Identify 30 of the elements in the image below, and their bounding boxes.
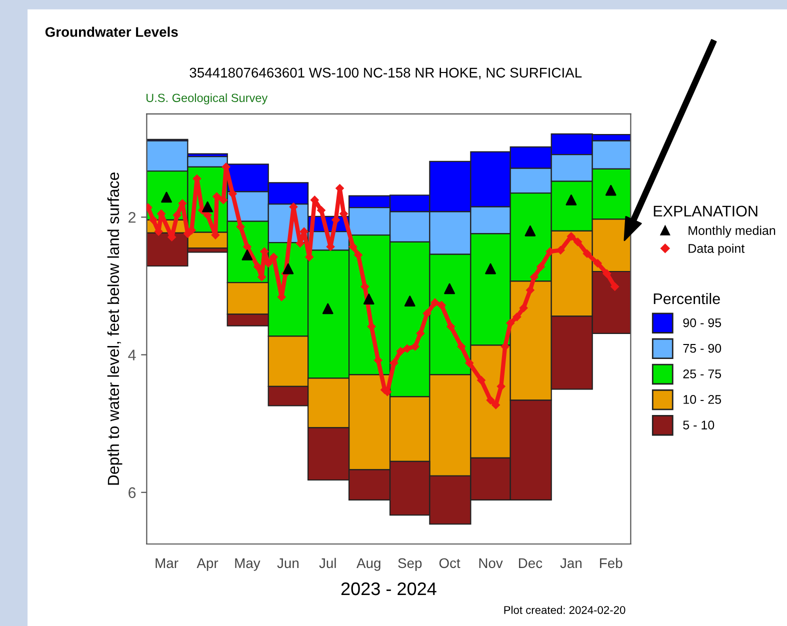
legend-label: 10 - 25: [684, 395, 722, 404]
y-axis-title: Depth to water level, feet below land surface: [107, 172, 122, 485]
y-tick-label: 6: [128, 487, 136, 498]
legend-label: Data point: [688, 244, 745, 256]
chart-subtitle: 354418076463601 WS-100 NC-158 NR HOKE, NC SURFICIAL: [190, 68, 582, 80]
x-tick-label: Apr: [196, 558, 218, 571]
chart-title: Groundwater Levels: [45, 26, 178, 37]
x-tick-label: Nov: [479, 558, 503, 568]
text: U.S. Geological Survey: [146, 93, 268, 104]
x-tick-label: Oct: [439, 558, 460, 568]
x-tick-label: Sep: [398, 558, 422, 571]
legend-label: 25 - 75: [683, 369, 722, 378]
text: Percentile: [654, 292, 720, 304]
legend-label: 75 - 90: [683, 344, 722, 353]
x-tick-label: Jun: [277, 558, 298, 568]
x-tick-label: Jan: [560, 558, 582, 568]
legend-label: 90 - 95: [683, 318, 722, 328]
x-tick-label: Jul: [319, 558, 336, 568]
legend-label: Monthly median: [688, 226, 776, 238]
x-tick-label: Mar: [156, 558, 178, 568]
x-tick-label: May: [235, 558, 260, 571]
x-tick-label: Feb: [600, 558, 622, 568]
text: Plot created: 2024-02-20: [504, 606, 626, 614]
legend-title: EXPLANATION: [654, 206, 758, 217]
legend-label: 5 - 10: [683, 420, 714, 430]
y-tick-label: 2: [128, 212, 136, 223]
y-tick-label: 4: [128, 350, 136, 360]
x-tick-label: Dec: [518, 558, 542, 568]
x-tick-label: Aug: [356, 558, 380, 571]
x-axis-title: 2023 - 2024: [341, 582, 436, 596]
